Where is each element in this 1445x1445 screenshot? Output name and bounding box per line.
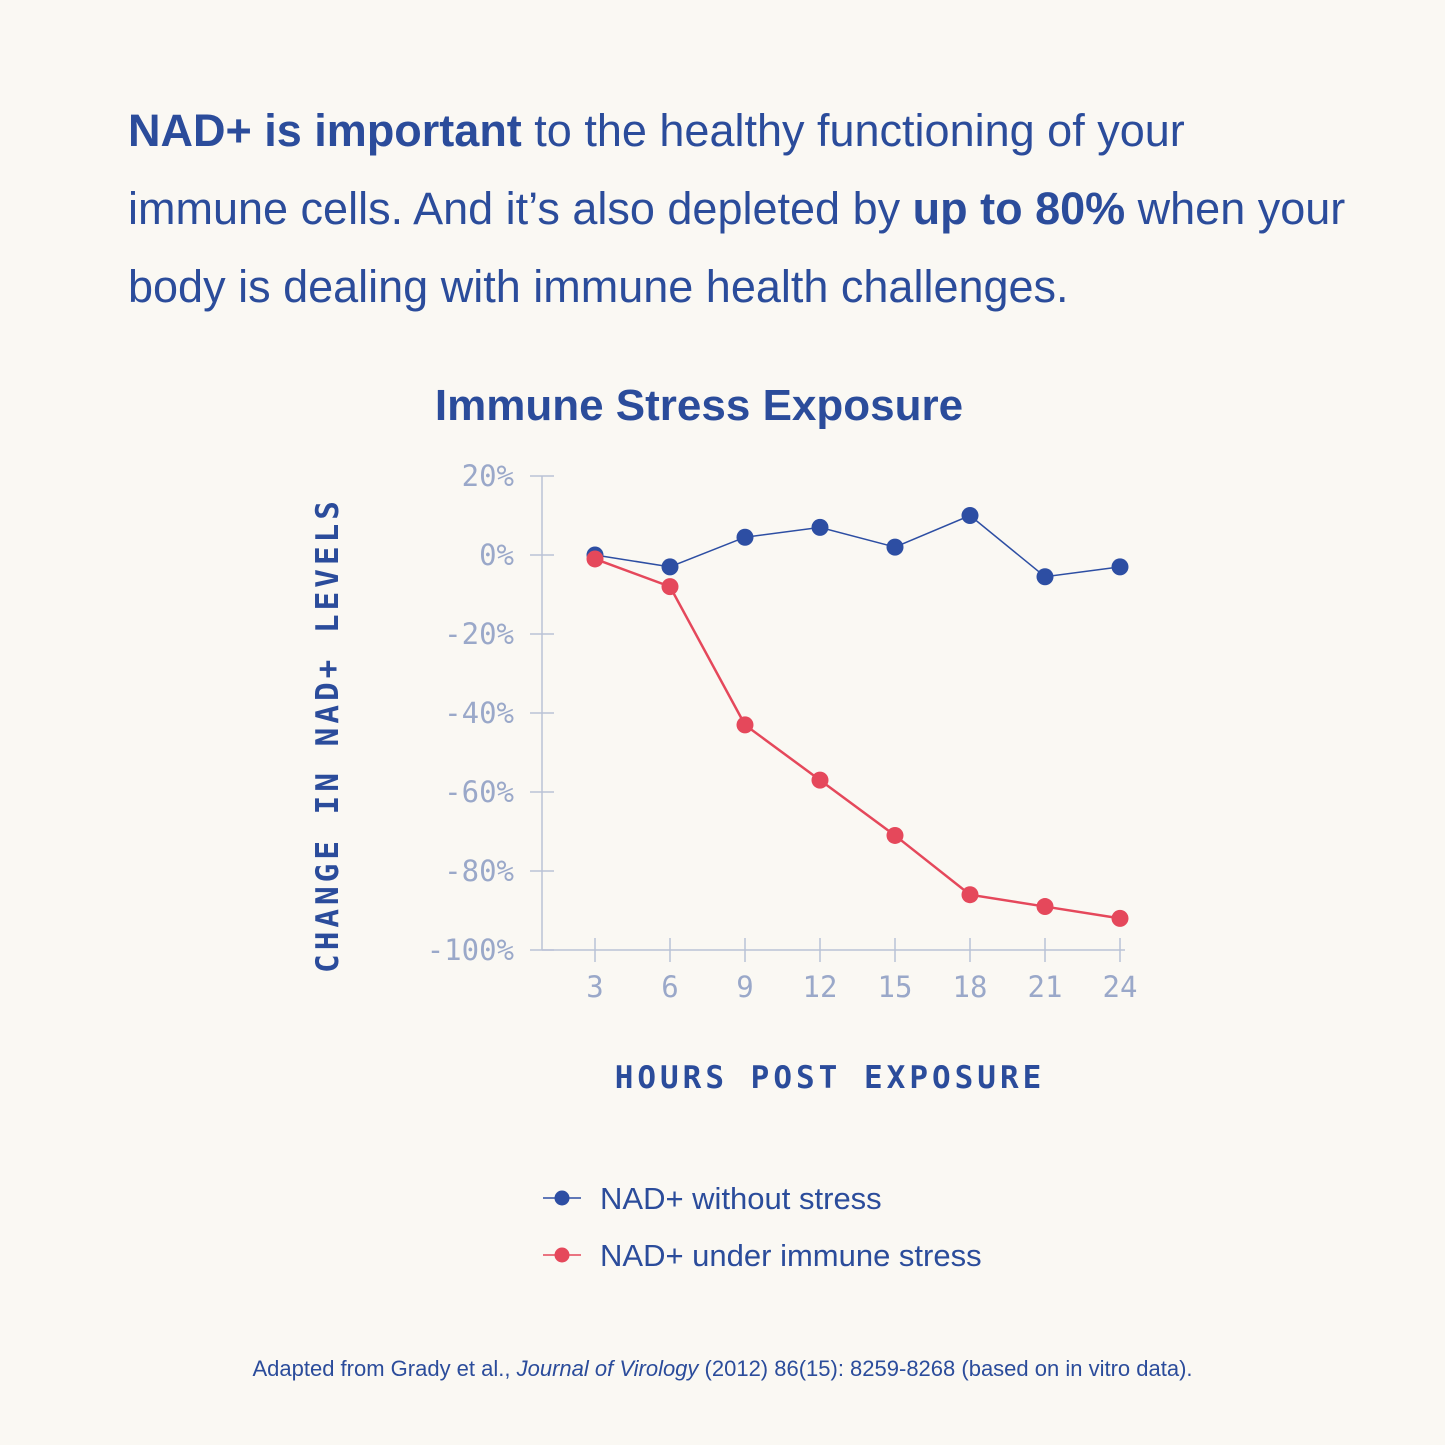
- series-2-point: [661, 578, 679, 596]
- series-1-point: [886, 538, 904, 556]
- x-tick-label: 15: [878, 970, 913, 1004]
- y-tick-label: 20%: [462, 459, 514, 493]
- x-tick-label: 9: [736, 970, 753, 1004]
- series-2-point: [736, 716, 754, 734]
- x-tick-label: 18: [953, 970, 988, 1004]
- x-tick-label: 6: [661, 970, 678, 1004]
- y-tick-label: -40%: [444, 696, 514, 730]
- series-1-point: [1111, 558, 1129, 576]
- x-tick-label: 3: [586, 970, 603, 1004]
- y-tick-label: 0%: [479, 538, 514, 572]
- legend-label: NAD+ under immune stress: [600, 1238, 982, 1273]
- series-1-point: [736, 528, 754, 546]
- series-1-point: [811, 518, 829, 536]
- series-2-point: [886, 826, 904, 844]
- legend-label: NAD+ without stress: [600, 1181, 882, 1216]
- intro-bold-2: up to 80%: [912, 183, 1126, 234]
- chart-axes: 20% 0% -20% -40% -60% -80% -100% 3 6 9 12 15 18 21 24: [427, 459, 1138, 1004]
- y-tick-label: -20%: [444, 617, 514, 651]
- intro-text-2: when your body is dealing with immune he…: [128, 183, 1346, 312]
- intro-paragraph: NAD+ is important to the healthy functio…: [128, 92, 1348, 326]
- y-tick-label: -100%: [427, 933, 514, 967]
- y-tick-label: -60%: [444, 775, 514, 809]
- series-2-point: [811, 771, 829, 789]
- series-line-1: [594, 514, 1121, 578]
- x-tick-label: 24: [1103, 970, 1138, 1004]
- source-prefix: Adapted from Grady et al.,: [252, 1356, 517, 1381]
- chart-legend: NAD+ without stress NAD+ under immune str…: [543, 1181, 982, 1273]
- intro-text-1: to the healthy functioning of your immun…: [128, 105, 1185, 234]
- chart-series: [586, 507, 1129, 927]
- intro-bold-1: NAD+ is important: [128, 105, 522, 156]
- source-suffix: (2012) 86(15): 8259-8268 (based on in vi…: [698, 1356, 1193, 1381]
- source-citation: Adapted from Grady et al., Journal of Vi…: [0, 1356, 1445, 1382]
- x-tick-label: 21: [1028, 970, 1063, 1004]
- x-axis-title: HOURS POST EXPOSURE: [615, 1060, 1046, 1096]
- y-axis-title: CHANGE IN NAD+ LEVELS: [310, 497, 346, 973]
- series-2-point: [1036, 898, 1054, 916]
- series-1-point: [961, 507, 979, 524]
- y-tick-label: -80%: [444, 854, 514, 888]
- x-tick-label: 12: [803, 970, 838, 1004]
- series-2-point: [1111, 909, 1129, 927]
- series-2-point: [586, 550, 604, 568]
- legend-marker: [554, 1190, 570, 1206]
- source-journal: Journal of Virology: [516, 1356, 699, 1381]
- chart-title: Immune Stress Exposure: [435, 381, 963, 430]
- series-1-point: [1036, 568, 1054, 586]
- legend-marker: [554, 1247, 570, 1263]
- series-line-2: [594, 557, 1121, 920]
- series-1-point: [661, 558, 679, 576]
- series-2-point: [961, 886, 979, 904]
